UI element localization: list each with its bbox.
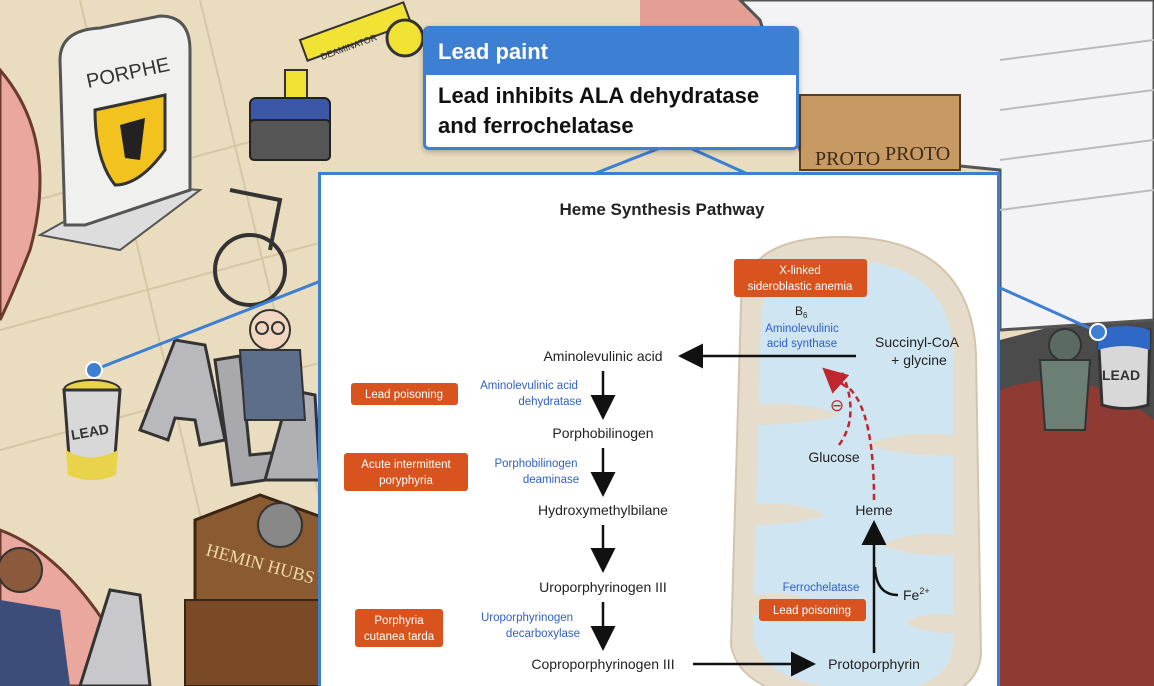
step-aminolevulinic-acid: Aminolevulinic acid (543, 348, 662, 364)
step-heme: Heme (855, 502, 893, 518)
disease-label-lead-1: Lead poisoning (365, 389, 443, 401)
arrow-fe-joining (873, 566, 899, 597)
bottom-left-person (0, 547, 152, 686)
disease-label-xlsa-1: X-linked (779, 265, 821, 277)
deaminator-crane: DEAMINATOR (249, 1, 425, 161)
right-connector-dot (1089, 323, 1107, 341)
svg-text:LEAD: LEAD (70, 421, 110, 443)
step-porphobilinogen: Porphobilinogen (552, 425, 653, 441)
enzyme-ferrochelatase: Ferrochelatase (783, 582, 860, 594)
disease-box-lead-2 (759, 599, 866, 621)
enzyme-alad-2: dehydratase (518, 396, 581, 408)
enzyme-urod-1: Uroporphyrinogen (481, 612, 573, 624)
porphe-sign: PORPHE (37, 14, 203, 252)
callout-header: Lead paint (426, 29, 796, 75)
hemin-hubs-box: HEMIN HUBS (184, 493, 332, 686)
ala-letters (138, 309, 322, 487)
proto-box-label-2: PROTO (885, 143, 950, 165)
heme-pathway-diagram: Heme Synthesis Pathway X-linked siderobl… (344, 200, 983, 686)
callout-body-line-1: Lead inhibits ALA dehydratase (438, 83, 760, 108)
step-hydroxymethylbilane: Hydroxymethylbilane (538, 502, 668, 518)
callout-body: Lead inhibits ALA dehydratase and ferroc… (426, 75, 796, 147)
callout-body-line-2: and ferrochelatase (438, 113, 634, 138)
inhibition-symbol: ⊖ (830, 396, 844, 415)
enzyme-alas-1: Aminolevulinic (765, 323, 839, 335)
substrate-glycine: + glycine (891, 352, 947, 368)
disease-box-aip (344, 453, 468, 491)
disease-label-pct-2: cutanea tarda (364, 631, 435, 643)
wheelchair (213, 188, 287, 307)
substrate-fe2plus: Fe2+ (903, 586, 930, 603)
disease-label-lead-2: Lead poisoning (773, 605, 851, 617)
cristae (753, 403, 953, 633)
enzyme-alas-2: acid synthase (767, 338, 837, 350)
step-protoporphyrin: Protoporphyrin (828, 656, 920, 672)
disease-box-xlsa (734, 259, 867, 297)
step-uroporphyrinogen-iii: Uroporphyrinogen III (539, 579, 667, 595)
disease-box-pct (355, 609, 443, 647)
disease-label-pct-1: Porphyria (374, 615, 424, 627)
heme-pathway-panel: Heme Synthesis Pathway X-linked siderobl… (318, 172, 1000, 686)
lead-can-right: LEAD (1038, 326, 1152, 431)
diagram-title: Heme Synthesis Pathway (559, 200, 765, 219)
disease-box-lead-1 (351, 383, 458, 405)
mitochondrion-inner (753, 260, 953, 686)
disease-label-aip-2: poryphyria (379, 475, 433, 487)
enzyme-urod-2: decarboxylase (506, 628, 580, 640)
enzyme-pbgd-1: Porphobilinogen (494, 458, 577, 470)
proto-box-label-1: PROTO (815, 148, 880, 170)
enzyme-alad-1: Aminolevulinic acid (480, 380, 578, 392)
left-connector-dot (85, 361, 103, 379)
step-coproporphyrinogen-iii: Coproporphyrinogen III (531, 656, 674, 672)
regulator-glucose: Glucose (808, 449, 860, 465)
disease-label-xlsa-2: sideroblastic anemia (748, 281, 853, 293)
disease-label-aip-1: Acute intermittent (361, 459, 451, 471)
svg-text:LEAD: LEAD (1102, 367, 1140, 383)
lead-paint-callout: Lead paint Lead inhibits ALA dehydratase… (423, 26, 799, 150)
enzyme-pbgd-2: deaminase (523, 474, 579, 486)
lead-can-left: LEAD (62, 379, 122, 480)
substrate-succinyl-coa: Succinyl-CoA (875, 334, 960, 350)
heme-feedback-arrow (822, 367, 876, 501)
cofactor-b6: B6 (795, 304, 808, 320)
